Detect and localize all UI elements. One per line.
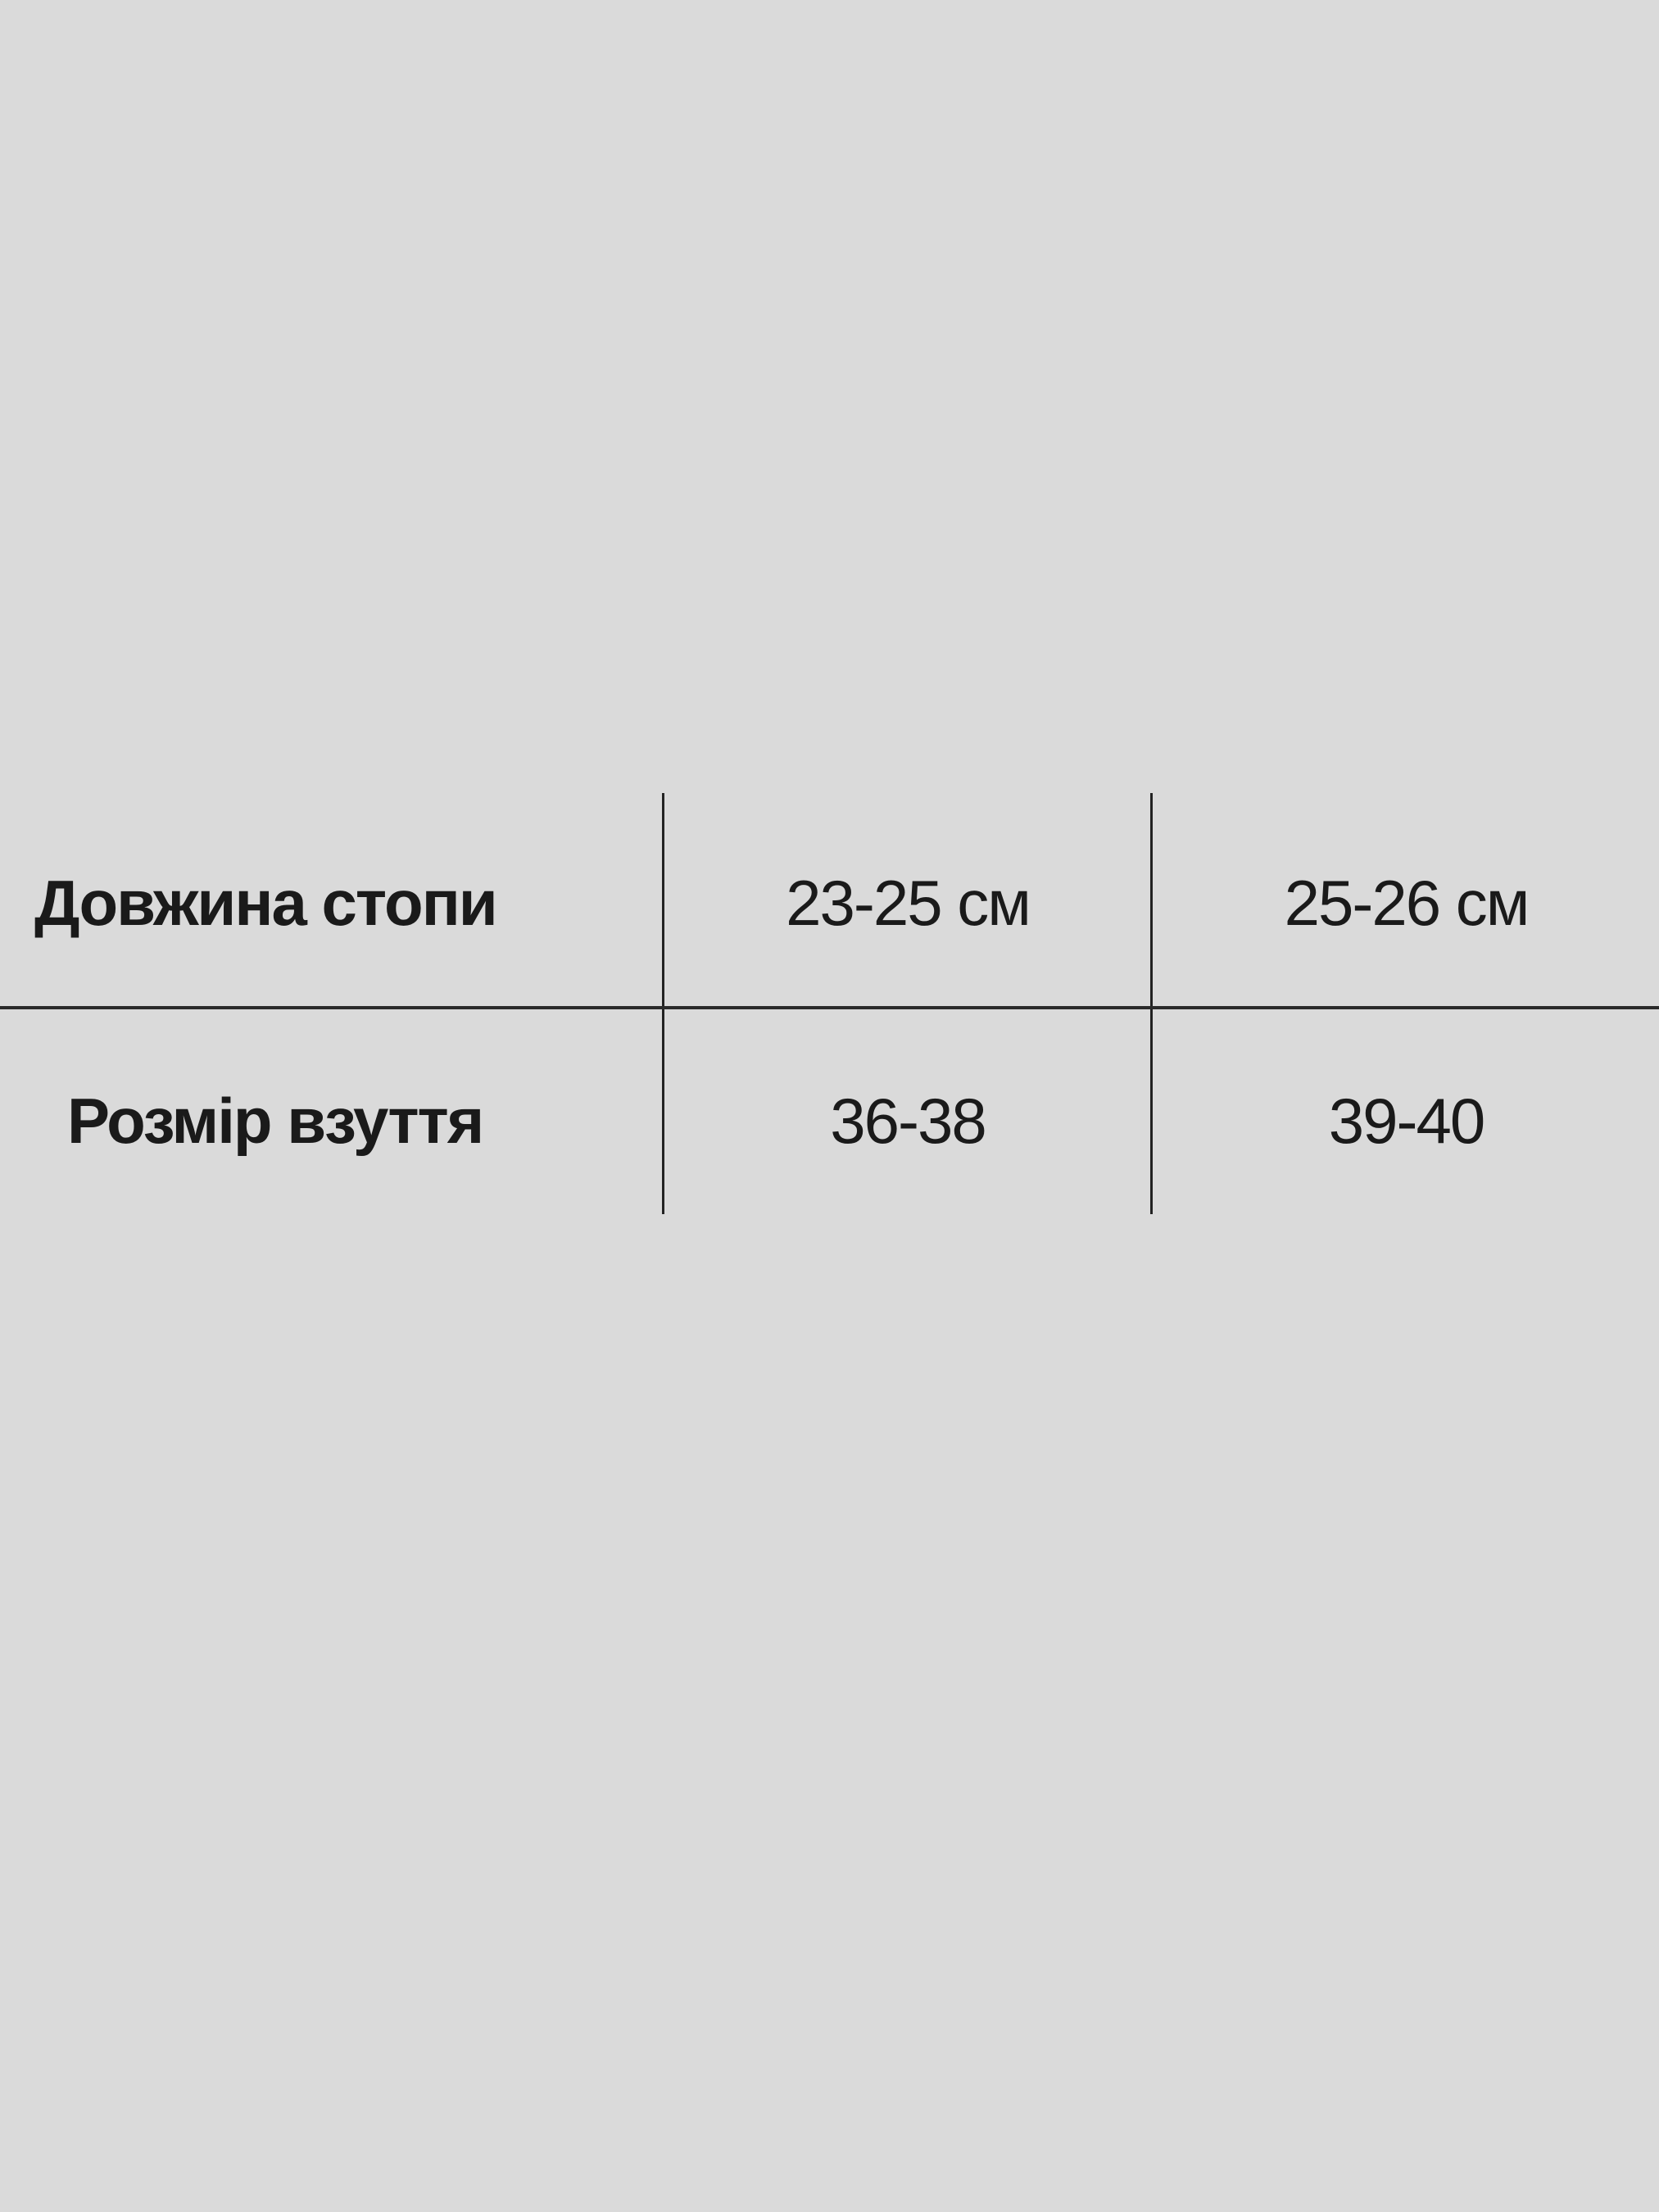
table-cell: 36-38 (830, 1085, 987, 1157)
table-cell: 25-26 см (1284, 867, 1530, 939)
column-divider (1150, 793, 1153, 1214)
row-label-foot-length: Довжина стопи (34, 867, 498, 939)
column-divider (662, 793, 664, 1214)
table-cell: 39-40 (1328, 1085, 1486, 1157)
table-cell: 23-25 см (786, 867, 1031, 939)
row-label-shoe-size: Розмір взуття (67, 1085, 484, 1157)
row-divider (0, 1006, 1659, 1009)
